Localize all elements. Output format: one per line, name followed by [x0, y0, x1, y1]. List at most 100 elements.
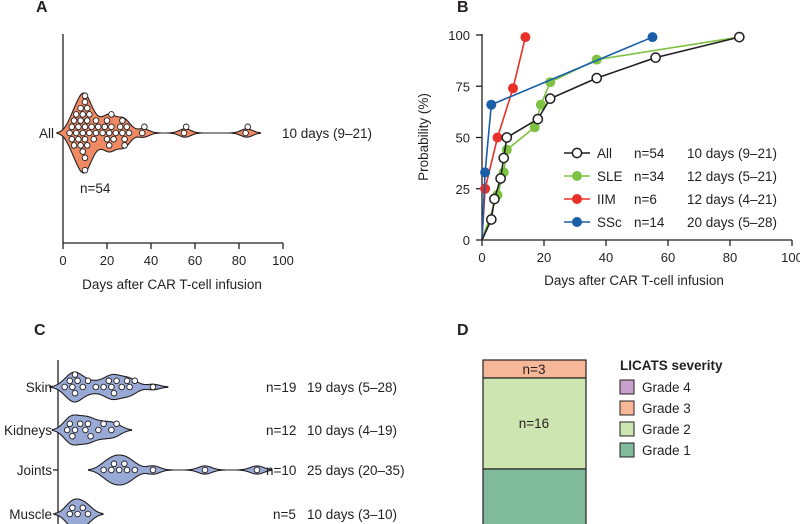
- b-x-tick-label-80: 80: [723, 250, 737, 265]
- a-all-point-40: [110, 135, 117, 143]
- a-all-point-36: [105, 129, 113, 137]
- a-all-point-19: [81, 98, 89, 106]
- c-n-joints: n=10: [266, 463, 296, 478]
- c-skin-point-12: [108, 383, 115, 391]
- a-all-point-48: [125, 129, 133, 137]
- d-segment-grade-2: [482, 377, 587, 470]
- panel-c: C Skin Kidneys Joints Muscle n=19 19 day…: [4, 322, 405, 524]
- c-kidneys-point-7: [84, 420, 92, 428]
- b-legend-summary-sle: 12 days (5–21): [687, 169, 777, 184]
- b-all-marker-8: [591, 72, 603, 84]
- a-all-point-29: [92, 129, 100, 137]
- b-sle-marker-4: [529, 122, 540, 133]
- b-legend-name-all: All: [597, 146, 612, 161]
- c-kidneys-point-4: [71, 426, 79, 434]
- a-x-tick-label-20: 20: [100, 253, 114, 268]
- c-summary-kidneys: 10 days (4–19): [307, 423, 397, 438]
- c-n-muscle: n=5: [273, 507, 296, 522]
- a-all-point-12: [77, 104, 84, 112]
- a-all-point-32: [99, 129, 106, 137]
- b-legend-n-sle: n=34: [634, 169, 665, 184]
- c-kidneys-point-9: [95, 426, 102, 434]
- a-x-tick-label-40: 40: [144, 253, 158, 268]
- b-all-marker-9: [650, 52, 661, 63]
- a-all-point-50: [141, 123, 148, 131]
- a-x-tick-label-60: 60: [188, 253, 202, 268]
- c-joints-point-4: [115, 466, 123, 474]
- b-iim-marker-4: [520, 32, 531, 43]
- d-legend-label-grade-4: Grade 4: [642, 380, 691, 395]
- c-joints-violin-shape: [88, 454, 273, 486]
- a-all-point-33: [101, 123, 109, 131]
- c-summary-joints: 25 days (20–35): [307, 463, 405, 478]
- c-skin-point-5: [71, 371, 79, 378]
- c-skin-point-14: [113, 377, 120, 385]
- d-legend-swatch-grade-4: [619, 379, 635, 395]
- c-skin-point-4: [71, 389, 79, 397]
- c-joints-point-3: [110, 460, 118, 468]
- b-sle-marker-5: [535, 99, 546, 110]
- panel-b-letter: B: [457, 0, 469, 16]
- a-all-point-9: [75, 135, 82, 143]
- b-iim-marker-2: [492, 132, 503, 143]
- b-ssc-line: [481, 36, 653, 241]
- c-skin-point-8: [84, 377, 92, 385]
- panel-d: D n=3 n=16 LICATS severity Grade 4 Grade…: [457, 322, 723, 524]
- a-all-point-47: [123, 123, 131, 131]
- c-skin-point-6: [74, 377, 81, 385]
- c-kidneys-point-8: [87, 432, 94, 440]
- c-skin-point-2: [66, 377, 74, 385]
- a-all-point-22: [83, 117, 91, 124]
- c-summary-muscle: 10 days (3–10): [307, 507, 397, 522]
- a-all-point-30: [92, 117, 100, 124]
- b-ssc-marker-3: [647, 32, 658, 43]
- c-muscle-point-3: [74, 510, 81, 518]
- a-all-point-15: [79, 148, 87, 155]
- panel-a-letter: A: [36, 0, 48, 16]
- c-joints-point-5: [121, 460, 128, 468]
- a-all-point-21: [81, 166, 89, 174]
- b-x-axis-title: Days after CAR T-cell infusion: [544, 273, 724, 288]
- b-ssc-marker-1: [480, 167, 491, 178]
- a-n-label: n=54: [80, 181, 111, 196]
- c-category-label-muscle: Muscle: [9, 507, 52, 522]
- a-all-point-52: [182, 123, 190, 131]
- a-all-point-46: [121, 142, 128, 149]
- d-legend-swatch-grade-2: [619, 421, 635, 437]
- b-all-marker-6: [532, 113, 544, 125]
- a-all-point-11: [77, 142, 84, 149]
- a-summary-label: 10 days (9–21): [282, 126, 372, 141]
- c-skin-point-7: [79, 383, 87, 391]
- b-legend-summary-ssc: 20 days (5–28): [687, 215, 777, 230]
- b-all-marker-4: [498, 152, 510, 164]
- b-series-lines: [480, 31, 745, 241]
- a-all-point-24: [83, 104, 91, 112]
- a-all-point-6: [72, 129, 80, 137]
- b-legend-n-ssc: n=14: [634, 215, 665, 230]
- a-all-point-35: [103, 117, 111, 124]
- d-legend-swatch-grade-1: [619, 442, 635, 458]
- b-legend-all-marker: [571, 147, 583, 159]
- a-all-point-7: [72, 111, 80, 118]
- a-all-point-18: [81, 154, 89, 162]
- a-all-point-45: [121, 135, 128, 143]
- c-muscle-point-5: [84, 510, 92, 518]
- a-all-point-8: [75, 123, 82, 131]
- a-violin-all: [56, 92, 261, 174]
- b-ssc-marker-2: [486, 99, 497, 110]
- a-x-ticks: 0 20 40 60 80 100: [59, 243, 294, 268]
- b-all-marker-7: [544, 93, 556, 104]
- b-all-marker-1: [485, 214, 497, 225]
- b-legend-sle-marker: [572, 171, 582, 181]
- a-all-point-10: [77, 117, 84, 124]
- c-category-label-joints: Joints: [17, 463, 53, 478]
- b-y-axis-title: Probability (%): [416, 93, 431, 181]
- a-all-point-51: [180, 129, 188, 137]
- c-category-label-skin: Skin: [26, 380, 52, 395]
- b-x-tick-label-20: 20: [537, 250, 551, 265]
- b-legend-items: [564, 147, 590, 227]
- c-skin-point-17: [126, 383, 133, 391]
- b-legend-iim-marker: [572, 194, 582, 204]
- a-all-point-34: [103, 135, 111, 143]
